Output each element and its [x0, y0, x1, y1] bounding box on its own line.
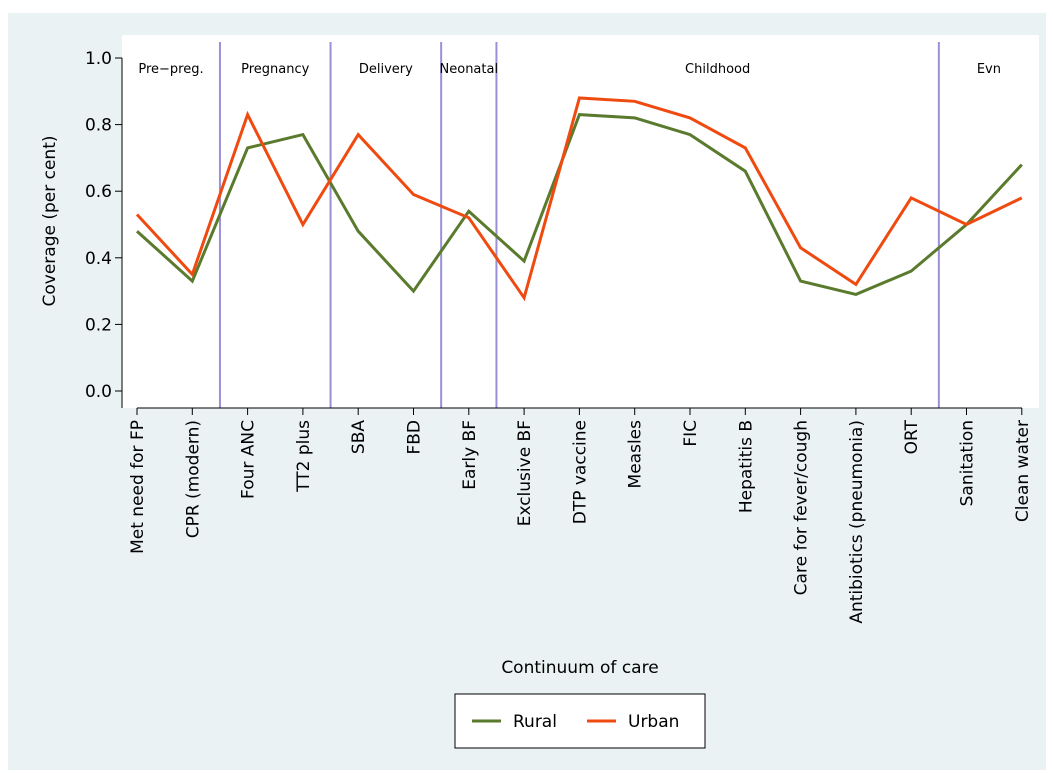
y-tick-label: 0.4 [85, 249, 112, 269]
y-axis-title: Coverage (per cent) [40, 135, 60, 306]
x-tick-label-sanitation: Sanitation [958, 420, 978, 506]
phase-label-pregnancy: Pregnancy [241, 62, 310, 77]
phase-labels: Pre−preg. Pregnancy Delivery Neonatal Childh… [138, 62, 1001, 77]
y-axis: 0.0 0.2 0.4 0.6 0.8 1.0 [85, 49, 123, 408]
x-tick-label-fbd: FBD [405, 420, 425, 455]
x-tick-label-met-need-for-fp: Met need for FP [128, 420, 148, 554]
phase-label-childhood: Childhood [685, 62, 750, 77]
x-tick-label-tt2-plus: TT2 plus [294, 420, 314, 493]
x-tick-label-exclusive-bf: Exclusive BF [515, 420, 535, 526]
series-line-urban [135, 96, 1023, 302]
x-tick-label-dtp-vaccine: DTP vaccine [570, 420, 590, 524]
x-tick-label-fic: FIC [681, 420, 701, 447]
plot-area [122, 35, 1039, 408]
y-tick-label: 0.0 [85, 382, 112, 402]
x-tick-label-ort: ORT [902, 419, 922, 454]
x-tick-label-clean-water: Clean water [1013, 420, 1033, 522]
legend-label-rural: Rural [513, 712, 557, 732]
y-tick-label: 0.2 [85, 315, 112, 335]
x-tick-label-measles: Measles [626, 420, 646, 489]
series-lines [135, 96, 1023, 302]
x-tick-label-four-anc: Four ANC [239, 420, 259, 499]
x-tick-label-early-bf: Early BF [460, 420, 480, 490]
legend: Rural Urban [454, 693, 706, 749]
phase-label-evn: Evn [977, 62, 1001, 77]
phase-label-delivery: Delivery [359, 62, 413, 77]
y-tick-label: 0.8 [85, 116, 112, 136]
x-tick-label-cpr-modern: CPR (modern) [183, 420, 203, 538]
phase-label-pre-preg: Pre−preg. [138, 62, 203, 77]
x-axis-title: Continuum of care [501, 658, 658, 678]
phase-label-neonatal: Neonatal [440, 62, 499, 77]
phase-dividers [218, 42, 940, 408]
series-line-rural [135, 113, 1023, 296]
x-tick-label-sba: SBA [349, 420, 369, 454]
legend-label-urban: Urban [628, 712, 679, 732]
x-tick-label-care-for-fever-cough: Care for fever/cough [792, 420, 812, 595]
x-axis: Met need for FP CPR (modern) Four ANC TT2 p… [128, 407, 1033, 624]
y-tick-label: 1.0 [85, 49, 112, 69]
y-tick-label: 0.6 [85, 182, 112, 202]
x-tick-label-hepatitis-b: Hepatitis B [736, 420, 756, 513]
x-tick-label-antibiotics-pneumonia: Antibiotics (pneumonia) [847, 420, 867, 624]
